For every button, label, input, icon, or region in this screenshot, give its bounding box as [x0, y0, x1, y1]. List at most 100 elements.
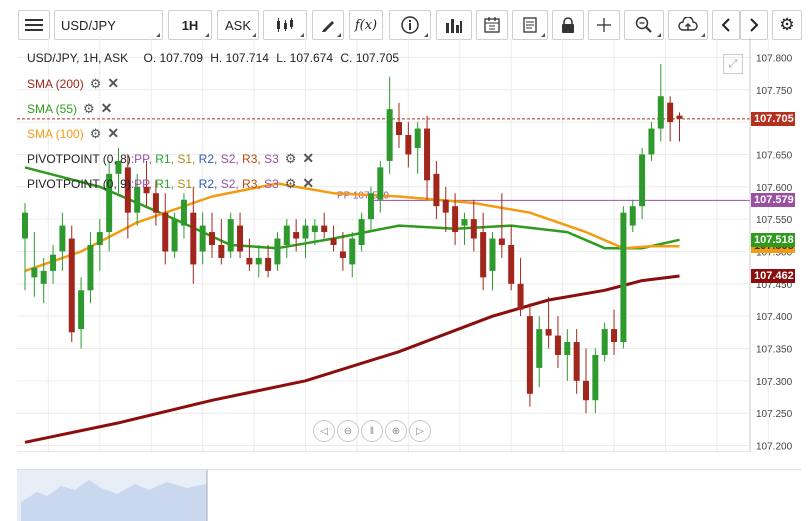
pp-price-tag: 107.579 [751, 193, 795, 208]
toolbar: USD/JPY 1H ASK f(x) [0, 0, 810, 52]
sma200-price-tag: 107.462 [751, 269, 795, 284]
gear-icon[interactable]: ⚙ [284, 175, 297, 191]
crosshair-button[interactable] [588, 10, 620, 40]
gear-icon[interactable]: ⚙ [89, 125, 102, 141]
candle-body [358, 219, 365, 245]
candle-body [293, 232, 300, 239]
candle-body [180, 199, 187, 226]
pivot-item-label: S2, [220, 151, 243, 166]
settings-button[interactable]: ⚙ [772, 10, 802, 40]
chart-area[interactable]: PP 107.579 107.200 107.250 107.300 107.350 1… [17, 38, 801, 452]
calendar-button[interactable] [476, 10, 508, 40]
close-icon[interactable]: ✕ [107, 125, 120, 141]
close-icon[interactable]: ✕ [302, 175, 315, 191]
candle-body [143, 186, 150, 194]
candle-body [433, 173, 440, 207]
candle-body [218, 245, 225, 258]
candle-body [106, 173, 113, 233]
symbol-selector[interactable]: USD/JPY [54, 10, 163, 40]
y-tick-label: 107.600 [756, 183, 793, 194]
dropdown-caret-icon [300, 33, 304, 37]
legend-sep: : [130, 151, 135, 166]
legend-pivot2: PIVOTPOINT (0, 9) : PP, R1, S1, R2, S2, … [27, 175, 314, 192]
gear-icon: ⚙ [779, 15, 795, 34]
y-tick-label: 107.450 [756, 280, 793, 291]
candle-body [171, 219, 178, 252]
price-type-selector[interactable]: ASK [217, 10, 259, 40]
scroll-left-button[interactable] [712, 10, 740, 40]
navigator-strip[interactable] [17, 469, 801, 521]
pivot-item-label: PP, [134, 151, 156, 166]
pivot-item-label: R2, [198, 176, 221, 191]
close-icon[interactable]: ✕ [302, 150, 315, 166]
candle-body [59, 225, 66, 252]
candle-body [283, 225, 290, 245]
candle-body [564, 342, 571, 355]
candle-body [657, 96, 664, 129]
info-icon [401, 16, 419, 34]
volume-button[interactable] [436, 10, 472, 40]
open-value: O. 107.709 [143, 51, 203, 65]
sma-line [24, 274, 680, 444]
legend-pivot2-label: PIVOTPOINT (0, 9) [27, 176, 131, 191]
candle-body [601, 329, 608, 355]
candle-body [274, 238, 281, 265]
pivot-item-label: R1, [155, 151, 178, 166]
timeframe-selector[interactable]: 1H [168, 10, 212, 40]
zoom-button[interactable] [624, 10, 664, 40]
sma-lines [24, 166, 680, 444]
candle-body [424, 128, 431, 181]
symbol-line: USD/JPY, 1H, ASK [27, 51, 129, 65]
candle-body [480, 232, 487, 278]
candlestick-icon [277, 18, 293, 32]
candle-body [255, 257, 262, 265]
candle-body [190, 212, 197, 265]
candle-body [40, 270, 47, 284]
candle-body [78, 290, 85, 330]
candle-body [96, 232, 103, 245]
candle-body [199, 225, 206, 252]
menu-button[interactable] [18, 10, 50, 40]
y-tick-label: 107.300 [756, 377, 793, 388]
close-icon[interactable]: ✕ [100, 100, 113, 116]
close-icon[interactable]: ✕ [107, 75, 120, 91]
gear-icon[interactable]: ⚙ [83, 100, 95, 116]
pan-right-button[interactable]: ▷ [409, 420, 431, 442]
high-value: H. 107.714 [210, 51, 269, 65]
candle-body [339, 251, 346, 258]
candle-body [87, 245, 94, 291]
gear-icon[interactable]: ⚙ [89, 75, 102, 91]
pivot-item-label: R2, [198, 151, 221, 166]
current-price-tag: 107.705 [751, 111, 795, 126]
dropdown-caret-icon [156, 33, 160, 37]
chevron-right-icon [750, 18, 759, 32]
indicators-button[interactable]: f(x) [349, 10, 383, 40]
info-button[interactable] [389, 10, 431, 40]
scroll-right-button[interactable] [740, 10, 768, 40]
candle-body [367, 193, 374, 220]
gear-icon[interactable]: ⚙ [284, 150, 297, 166]
expand-icon[interactable]: ⤢ [723, 54, 743, 74]
candle-body [592, 354, 599, 401]
chart-type-button[interactable] [263, 10, 307, 40]
candle-body [50, 254, 57, 271]
candle-body [676, 115, 683, 119]
price-chart[interactable]: PP 107.579 107.200107.250107.300107.3501… [17, 38, 801, 452]
price-type-label: ASK [224, 17, 251, 33]
lock-button[interactable] [552, 10, 584, 40]
template-button[interactable] [512, 10, 548, 40]
draw-tool-button[interactable] [312, 10, 344, 40]
zoom-in-icon: ⊕ [391, 425, 401, 437]
legend-sma55: SMA (55) ⚙ ✕ [27, 100, 112, 117]
dropdown-caret-icon [541, 33, 545, 37]
pan-left-button[interactable]: ◁ [313, 420, 335, 442]
candle-body [31, 267, 38, 278]
candle-body [639, 154, 646, 207]
legend-sma100-label: SMA (100) [27, 126, 84, 141]
zoom-in-button[interactable]: ⊕ [385, 420, 407, 442]
candle-body [396, 122, 402, 136]
zoom-out-button[interactable]: ⊖ [337, 420, 359, 442]
cloud-upload-button[interactable] [668, 10, 708, 40]
candle-body [461, 219, 468, 226]
reset-button[interactable]: ‖ [361, 420, 383, 442]
